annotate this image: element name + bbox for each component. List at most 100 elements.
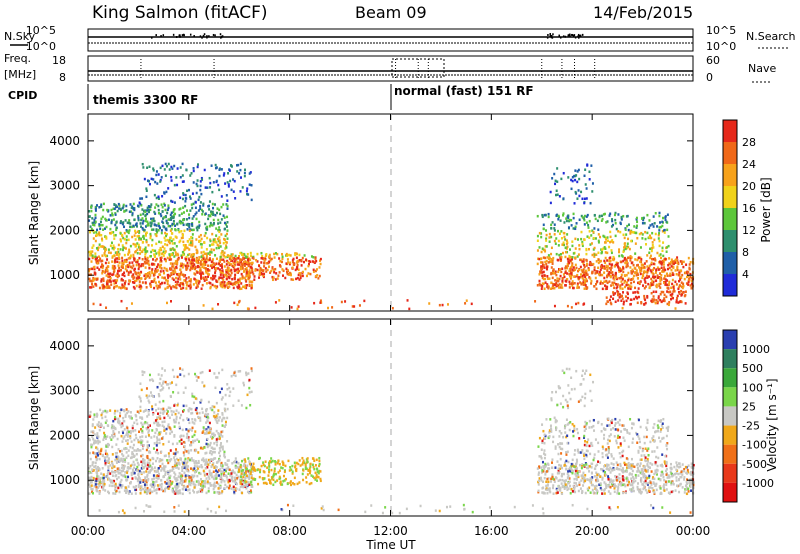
heatmap-cell [145,286,148,289]
heatmap-cell [300,258,303,262]
heatmap-cell [594,276,597,280]
heatmap-cell [222,253,225,256]
heatmap-cell [157,204,160,208]
heatmap-cell [104,456,107,459]
heatmap-cell [201,210,204,213]
heatmap-cell [184,243,187,247]
heatmap-cell [213,442,216,445]
heatmap-cell [144,266,147,269]
heatmap-cell [211,210,214,214]
heatmap-cell [569,266,572,269]
heatmap-cell [142,460,145,463]
heatmap-cell [230,472,233,475]
heatmap-cell [236,263,239,266]
heatmap-cell [589,260,592,264]
heatmap-cell [235,268,238,271]
heatmap-cell [103,433,106,437]
heatmap-cell [557,279,560,283]
heatmap-cell [215,246,218,250]
heatmap-cell [208,257,211,260]
heatmap-cell [670,265,673,268]
heatmap-cell [557,270,560,274]
heatmap-cell [120,268,123,272]
heatmap-cell [627,279,630,282]
heatmap-cell [197,481,200,485]
heatmap-cell [571,256,574,259]
heatmap-cell [659,282,662,286]
heatmap-cell [210,473,213,477]
heatmap-cell [118,256,121,260]
heatmap-cell [94,277,97,281]
heatmap-cell [246,307,249,310]
heatmap-cell [681,286,684,290]
heatmap-cell [557,286,560,289]
heatmap-cell [547,286,550,289]
heatmap-cell [160,203,163,206]
heatmap-cell [188,443,191,447]
heatmap-cell [104,286,107,289]
heatmap-cell [606,220,609,223]
heatmap-cell [168,483,171,486]
heatmap-cell [314,257,317,260]
heatmap-cell [105,254,108,258]
heatmap-cell [97,486,100,489]
heatmap-cell [571,264,574,267]
heatmap-cell [192,265,195,268]
heatmap-cell [656,274,659,277]
heatmap-cell [149,274,152,277]
heatmap-cell [190,236,193,239]
heatmap-cell [653,276,656,279]
heatmap-cell [207,431,210,435]
nsky-burst-mark [579,34,582,37]
heatmap-cell [540,235,543,239]
heatmap-cell [190,449,193,452]
heatmap-cell [565,239,568,242]
heatmap-cell [628,247,631,251]
heatmap-cell [193,464,196,468]
heatmap-cell [256,252,259,256]
heatmap-cell [171,413,174,416]
heatmap-cell [211,266,214,270]
heatmap-cell [171,216,174,219]
heatmap-cell [659,256,662,260]
heatmap-cell [212,222,215,225]
heatmap-cell [639,246,642,249]
heatmap-cell [180,287,183,290]
heatmap-cell [249,271,252,275]
heatmap-cell [106,475,109,479]
heatmap-cell [111,256,114,259]
heatmap-cell [666,274,669,277]
heatmap-cell [199,233,202,237]
heatmap-cell [140,454,143,458]
heatmap-cell [210,465,213,468]
heatmap-cell [223,172,226,175]
heatmap-cell [137,263,140,266]
heatmap-cell [641,276,644,280]
heatmap-cell [204,467,207,470]
heatmap-cell [160,176,163,179]
heatmap-cell [208,208,211,211]
heatmap-cell [120,449,123,453]
heatmap-cell [618,270,621,273]
heatmap-cell [650,261,653,265]
heatmap-cell [118,286,121,289]
heatmap-cell [298,259,301,262]
heatmap-cell [178,440,181,443]
heatmap-cell [262,274,265,277]
heatmap-cell [206,186,209,189]
heatmap-cell [215,262,218,265]
heatmap-cell [633,297,636,301]
heatmap-cell [656,276,659,279]
heatmap-cell [212,240,215,243]
heatmap-cell [545,239,548,242]
heatmap-cell [201,488,204,492]
heatmap-cell [245,280,248,283]
heatmap-cell [266,261,269,265]
heatmap-cell [609,240,612,244]
heatmap-cell [238,261,241,264]
heatmap-cell [190,255,193,258]
heatmap-cell [226,259,229,263]
heatmap-cell [150,250,153,254]
heatmap-cell [186,460,189,463]
heatmap-cell [134,231,137,235]
